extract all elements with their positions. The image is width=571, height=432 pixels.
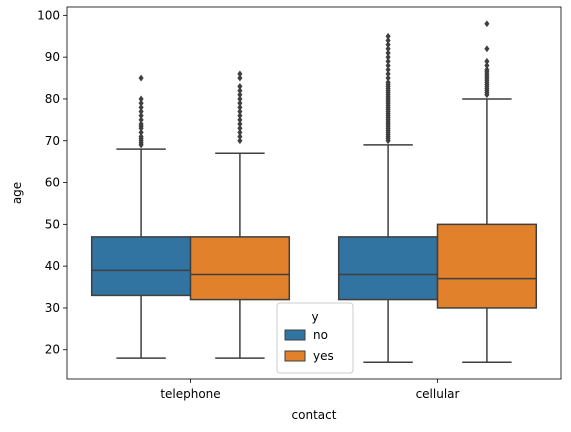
box-iqr (90, 236, 192, 297)
box-iqr (337, 236, 439, 301)
outlier-point (484, 45, 490, 53)
outlier-point (138, 116, 144, 124)
outlier-point (385, 66, 391, 74)
outlier-point (237, 74, 243, 82)
y-tick-label: 100 (37, 8, 60, 22)
outlier-point (237, 128, 243, 136)
y-axis: 20 30 40 50 60 70 80 90 100 (37, 8, 67, 357)
outlier-point (385, 32, 391, 40)
outlier-point (237, 124, 243, 132)
x-tick-label: telephone (160, 387, 220, 401)
y-tick-label: 50 (45, 217, 60, 231)
outlier-point (484, 57, 490, 65)
outlier-point (385, 57, 391, 65)
outlier-point (385, 74, 391, 82)
legend-title: y (311, 310, 318, 324)
legend-swatch-no (284, 329, 306, 341)
outlier-point (237, 112, 243, 120)
outlier-point (138, 103, 144, 111)
y-tick-label: 20 (45, 343, 60, 357)
y-tick-label: 90 (45, 50, 60, 64)
outlier-point (138, 133, 144, 140)
outlier-point (385, 49, 391, 57)
outlier-point (138, 95, 144, 103)
legend-label-yes: yes (313, 349, 334, 363)
outlier-point (237, 83, 243, 90)
y-tick-label: 70 (45, 134, 60, 148)
outlier-point (237, 103, 243, 111)
y-tick-label: 80 (45, 92, 60, 106)
legend-swatch-yes (284, 350, 306, 362)
outlier-point (385, 62, 391, 69)
box-yes-cellular (436, 20, 538, 364)
outlier-point (484, 66, 490, 74)
legend-label-no: no (313, 328, 328, 342)
outlier-point (237, 99, 243, 107)
outlier-point (484, 20, 490, 28)
x-axis: telephone cellular (160, 379, 460, 401)
outlier-point (237, 87, 243, 94)
outlier-point (138, 120, 144, 128)
y-tick-label: 30 (45, 301, 60, 315)
outlier-point (237, 133, 243, 140)
plot-area (90, 20, 538, 364)
outlier-point (138, 128, 144, 136)
y-tick-label: 40 (45, 259, 60, 273)
box-iqr (436, 223, 538, 309)
outlier-point (138, 99, 144, 107)
y-tick-label: 60 (45, 176, 60, 190)
outlier-point (237, 70, 243, 78)
box-no-telephone (90, 74, 192, 359)
outlier-point (385, 53, 391, 61)
outlier-point (237, 95, 243, 103)
x-tick-label: cellular (416, 387, 460, 401)
outlier-point (385, 37, 391, 44)
box-iqr (189, 236, 291, 301)
outlier-point (385, 70, 391, 78)
outlier-point (138, 108, 144, 115)
outlier-point (237, 108, 243, 115)
outlier-point (385, 78, 391, 86)
x-axis-label: contact (292, 408, 337, 422)
outlier-point (237, 91, 243, 99)
outlier-point (138, 112, 144, 120)
outlier-point (138, 74, 144, 82)
box-no-cellular (337, 32, 439, 364)
outlier-point (385, 45, 391, 53)
outlier-point (237, 137, 243, 145)
outlier-point (237, 120, 243, 128)
outlier-point (237, 116, 243, 124)
box-yes-telephone (189, 70, 291, 359)
y-axis-label: age (10, 182, 24, 204)
legend: y no yes (276, 302, 354, 374)
axes-frame (66, 6, 562, 380)
outlier-point (484, 62, 490, 69)
outlier-point (385, 41, 391, 49)
